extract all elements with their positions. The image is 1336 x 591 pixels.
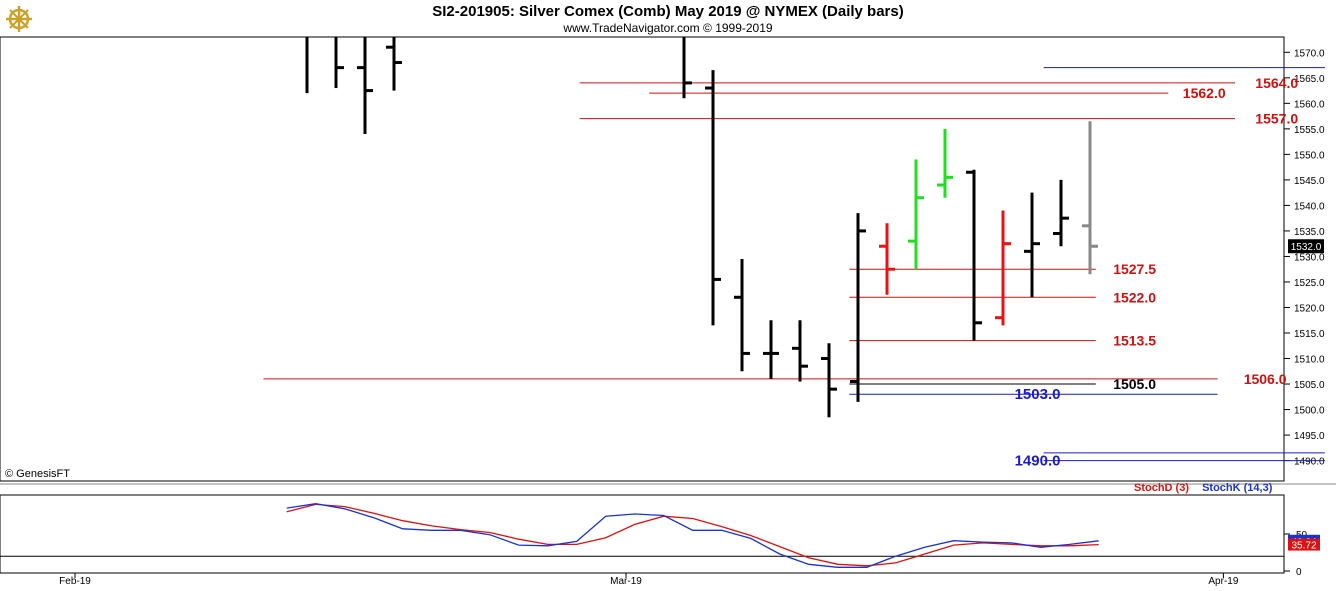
- price-tick-label: 1505.0: [1294, 380, 1325, 391]
- last-price-label: 1532.0: [1291, 242, 1322, 253]
- ohlc-bar: [357, 37, 373, 134]
- ohlc-bar: [966, 169, 982, 341]
- level-label: 1513.5: [1113, 333, 1156, 349]
- price-tick-label: 1525.0: [1294, 278, 1325, 289]
- ohlc-bar: [937, 128, 953, 198]
- stoch-series-line: [286, 503, 1099, 567]
- level-label: 1522.0: [1113, 289, 1156, 305]
- level-label: 1503.0: [1015, 386, 1061, 403]
- stoch-pane-frame: [0, 494, 1285, 574]
- legend-stoch-k: StochK (14,3): [1202, 482, 1273, 494]
- price-pane-frame: [0, 36, 1285, 482]
- level-label: 1505.0: [1113, 376, 1156, 392]
- ohlc-bar: [821, 343, 837, 418]
- ohlc-bar: [682, 37, 692, 99]
- ohlc-bar: [1082, 121, 1098, 275]
- price-axis: 1490.0 1495.0 1500.0 1505.0 1510.0 1515.0 1520…: [1284, 48, 1325, 468]
- last-price-marker: 1532.0: [1288, 239, 1324, 254]
- ohlc-bar: [1024, 192, 1040, 298]
- level-label: 1527.5: [1113, 261, 1156, 277]
- data-credit: © GenesisFT: [5, 468, 70, 480]
- ohlc-bar: [334, 37, 344, 89]
- chart-title: SI2-201905: Silver Comex (Comb) May 2019…: [432, 3, 904, 20]
- price-tick-label: 1510.0: [1294, 355, 1325, 366]
- time-tick-label: Apr-19: [1208, 576, 1238, 587]
- price-tick-label: 1550.0: [1294, 150, 1325, 161]
- ohlc-bar: [734, 259, 750, 372]
- price-tick-label: 1495.0: [1294, 431, 1325, 442]
- ohlc-bar: [1053, 179, 1069, 247]
- ohlc-bar: [879, 223, 895, 295]
- ohlc-bar: [850, 213, 866, 402]
- price-tick-label: 1565.0: [1294, 74, 1325, 85]
- time-tick-label: Mar-19: [610, 576, 642, 587]
- level-label: 1490.0: [1015, 453, 1061, 470]
- price-tick-label: 1540.0: [1294, 201, 1325, 212]
- ohlc-bar: [995, 210, 1011, 326]
- level-label: 1564.0: [1255, 75, 1298, 91]
- ohlc-bar: [908, 159, 924, 270]
- stoch-d-value-box: [1288, 538, 1320, 551]
- price-tick-label: 1535.0: [1294, 227, 1325, 238]
- level-label: 1562.0: [1183, 85, 1226, 101]
- stoch-d-value-label: 35.72: [1291, 541, 1316, 552]
- price-tick-label: 1515.0: [1294, 329, 1325, 340]
- price-tick-label: 1570.0: [1294, 48, 1325, 59]
- level-label: 1557.0: [1255, 111, 1298, 127]
- ohlc-bar: [386, 37, 402, 91]
- support-resistance-levels: 1567.01564.01562.01557.01527.51522.01513…: [263, 67, 1325, 470]
- price-tick-label: 1555.0: [1294, 125, 1325, 136]
- ohlc-bar: [763, 320, 779, 379]
- price-tick-label: 1490.0: [1294, 457, 1325, 468]
- price-tick-label: 1530.0: [1294, 252, 1325, 263]
- stochastic-pane: 05040.8435.72: [0, 503, 1320, 578]
- ohlc-bar: [792, 320, 808, 382]
- ohlc-bar: [705, 70, 721, 326]
- stoch-legend: StochD (3) StochK (14,3): [1134, 482, 1272, 494]
- time-axis: Feb-19 Mar-19 Apr-19: [59, 573, 1239, 587]
- last-price-box: [1288, 239, 1324, 254]
- stoch-d-last-value: 35.72: [1288, 538, 1320, 552]
- level-label: 1506.0: [1244, 371, 1287, 387]
- price-tick-label: 1560.0: [1294, 99, 1325, 110]
- chart-subtitle: www.TradeNavigator.com © 1999-2019: [563, 21, 773, 35]
- price-bars: [305, 37, 1098, 418]
- time-tick-label: Feb-19: [59, 576, 91, 587]
- price-tick-label: 1500.0: [1294, 406, 1325, 417]
- stoch-series-line: [286, 503, 1099, 568]
- price-tick-label: 1545.0: [1294, 176, 1325, 187]
- legend-stoch-d: StochD (3): [1134, 482, 1189, 494]
- ship-wheel-logo-icon: [6, 6, 32, 32]
- stoch-tick-label: 0: [1296, 567, 1302, 578]
- price-tick-label: 1520.0: [1294, 303, 1325, 314]
